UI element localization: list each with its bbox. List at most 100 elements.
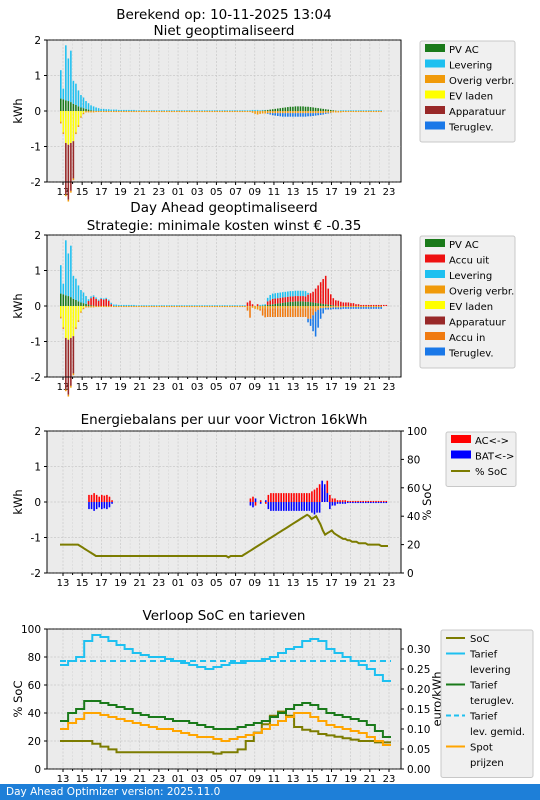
bar-pv: [266, 304, 269, 306]
x-tick-label: 15: [76, 187, 89, 198]
bar-accu_uit: [367, 304, 370, 306]
bar-ev: [75, 111, 77, 133]
bar-levering: [140, 110, 143, 111]
y-tick-label: 20: [28, 736, 41, 748]
bar-pv: [62, 294, 65, 306]
bar-overig: [355, 111, 357, 113]
bar-ac: [329, 494, 331, 502]
bar-accu_in: [312, 308, 314, 316]
bar-accu_uit: [307, 294, 309, 302]
bar-levering: [191, 110, 193, 111]
bar-levering: [304, 291, 307, 297]
bar-pv: [327, 109, 330, 111]
bar-bat: [385, 502, 388, 504]
bar-ac: [344, 500, 347, 502]
x-tick-label: 01: [172, 187, 185, 198]
plot-border: [46, 39, 402, 183]
bar-overig: [269, 111, 271, 114]
bar-pv: [271, 304, 274, 306]
y2-tick-label: 0.30: [407, 644, 430, 656]
bar-overig: [102, 306, 105, 308]
bar-levering: [92, 106, 95, 111]
bar-accu_in: [294, 308, 297, 318]
bar-terug: [314, 113, 317, 116]
bar-overig: [357, 111, 360, 113]
bar-levering: [229, 305, 231, 306]
bar-overig: [299, 111, 302, 114]
legend-swatch: [425, 239, 445, 247]
bar-levering: [160, 305, 163, 306]
bar-levering: [118, 304, 120, 306]
bar-overig: [173, 306, 176, 308]
y2-tick-label: 0.20: [407, 684, 430, 696]
bar-ac: [285, 493, 288, 502]
bar-pv: [329, 109, 332, 111]
line-terug: [60, 700, 391, 738]
legend-item: Spot prijzen: [446, 743, 504, 769]
bar-overig: [110, 111, 113, 113]
bar-overig: [80, 116, 82, 118]
bar-accu_uit: [360, 304, 362, 306]
y2-tick-label: 100: [407, 426, 427, 438]
bar-overig: [120, 306, 123, 308]
bar-ev: [65, 306, 67, 338]
bar-levering: [307, 292, 309, 295]
bar-accu_uit: [302, 296, 304, 302]
bar-levering: [246, 110, 249, 111]
bar-overig: [123, 111, 125, 113]
bar-overig: [191, 306, 193, 308]
legend-label: EV laden: [449, 92, 493, 103]
y-tick-label: -1: [31, 142, 41, 154]
bar-accu_in: [279, 308, 282, 318]
y-axis-label: kWh: [11, 489, 25, 514]
bar-overig: [347, 111, 350, 113]
bar-pv: [312, 107, 314, 111]
bar-levering: [168, 110, 171, 111]
bar-overig: [324, 306, 327, 308]
bar-overig: [307, 306, 309, 309]
bar-pv: [314, 302, 317, 306]
x-tick-label: 09: [248, 382, 261, 393]
x-tick-label: 17: [95, 187, 108, 198]
bar-bat: [93, 502, 95, 511]
bar-ac: [275, 493, 277, 502]
bar-overig: [85, 111, 87, 113]
bar-levering: [150, 110, 153, 111]
bar-overig: [67, 199, 70, 202]
bar-bat: [318, 502, 321, 513]
bar-ac: [336, 500, 339, 502]
legend-swatch: [425, 90, 445, 99]
bar-pv: [60, 293, 62, 306]
bar-overig: [153, 306, 155, 308]
bar-terug: [297, 113, 299, 117]
x-tick-label: 15: [306, 382, 319, 393]
legend-item: Tarief levering: [446, 650, 511, 676]
plot-border: [46, 628, 402, 770]
bar-levering: [350, 110, 352, 111]
bar-overig: [123, 306, 125, 308]
bar-overig: [133, 306, 135, 308]
bar-levering: [203, 305, 206, 306]
bar-pv: [72, 103, 75, 111]
bar-levering: [198, 305, 201, 306]
bar-overig: [327, 111, 330, 113]
bar-ac: [303, 493, 306, 502]
bar-accu_uit: [355, 304, 357, 306]
legend-item: Teruglev.: [425, 121, 494, 134]
bar-apparatuur: [70, 142, 72, 191]
bar-terug: [377, 307, 380, 309]
bar-pv: [292, 106, 294, 111]
legend-swatch: [425, 75, 445, 83]
bar-pv: [307, 106, 309, 111]
bar-levering: [150, 305, 153, 306]
bar-overig: [213, 306, 216, 308]
bar-levering: [90, 105, 92, 111]
chart-title: Day Ahead geoptimaliseerd: [130, 200, 317, 216]
bar-pv: [322, 108, 324, 111]
bar-accu_in: [314, 308, 317, 312]
bar-overig: [377, 306, 380, 308]
bar-overig: [304, 306, 307, 309]
bar-overig: [183, 111, 186, 113]
bar-levering: [360, 110, 362, 111]
bar-accu_uit: [372, 304, 375, 306]
